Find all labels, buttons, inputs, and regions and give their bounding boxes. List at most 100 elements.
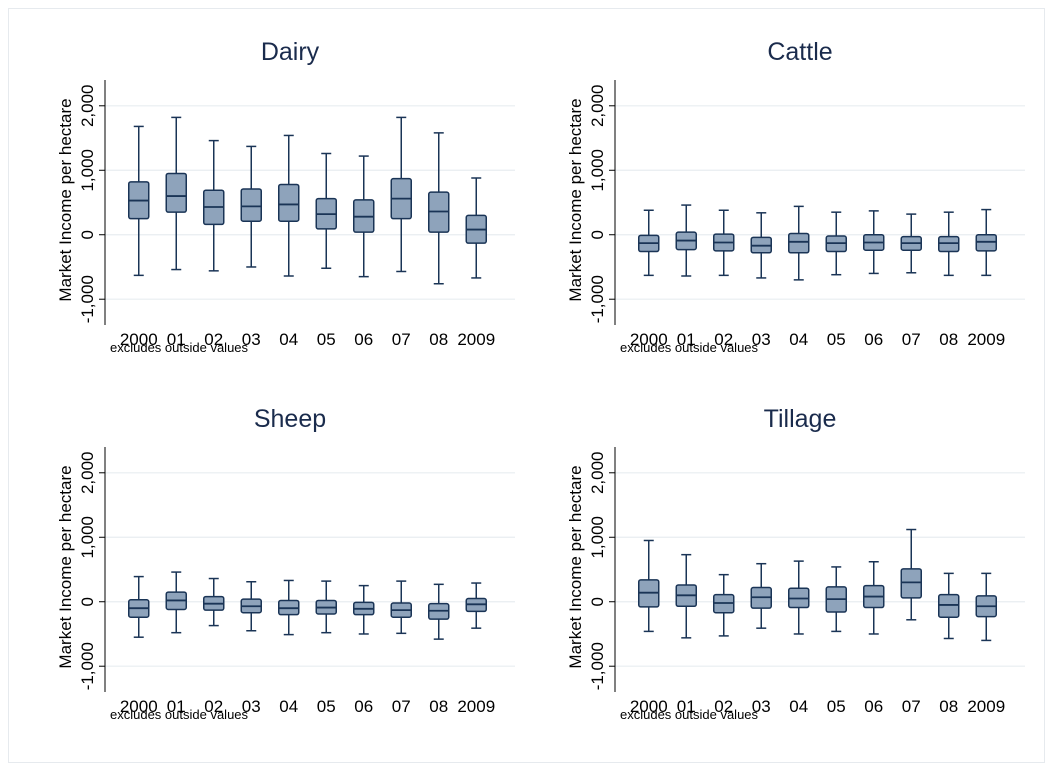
box-08: [938, 211, 960, 277]
box-04: [788, 205, 810, 281]
panel-tillage: Tillage Market Income per hectare -1,000…: [510, 367, 1025, 737]
y-tick-label: 1,000: [78, 516, 97, 559]
box-01: [675, 204, 697, 277]
chart-title: Sheep: [253, 405, 327, 433]
box-08: [428, 583, 450, 640]
x-tick-label: 04: [789, 697, 808, 716]
box-plot-cattle: -1,000 0 1,000 2,000 2000 01 02 03 04 05 06 07 08 200…: [588, 80, 1025, 349]
x-tick-label: 08: [939, 697, 958, 716]
box-06: [353, 155, 375, 278]
box-04: [278, 579, 300, 636]
box-2009: [975, 572, 997, 642]
chart-title: Cattle: [767, 38, 833, 66]
x-tick-label: 05: [317, 330, 336, 349]
box-2009: [975, 208, 997, 277]
box-06: [353, 584, 375, 635]
y-tick-label: 1,000: [78, 149, 97, 192]
x-tick-label: 05: [827, 697, 846, 716]
x-tick-label: 2000: [120, 697, 158, 716]
box-06: [863, 210, 885, 275]
x-tick-label: 2009: [967, 330, 1005, 349]
box-03: [240, 145, 262, 268]
x-tick-label: 08: [939, 330, 958, 349]
box-2000: [128, 125, 150, 277]
x-tick-label: 01: [677, 330, 696, 349]
panel-sheep: Sheep Market Income per hectare -1,000 0 1…: [0, 367, 515, 737]
x-tick-label: 2000: [120, 330, 158, 349]
x-tick-label: 04: [789, 330, 808, 349]
box-2000: [128, 575, 150, 638]
y-tick-label: 0: [588, 597, 607, 606]
y-tick-label: 2,000: [78, 85, 97, 128]
box-2009: [465, 582, 487, 629]
iqr-box: [788, 232, 810, 254]
x-tick-label: 03: [752, 697, 771, 716]
box-plot-dairy: -1,000 0 1,000 2,000 2000 01 02 03 04 05 06 07 08 200…: [78, 80, 515, 349]
box-02: [203, 139, 225, 272]
chart-title: Tillage: [763, 405, 837, 433]
x-tick-label: 02: [204, 330, 223, 349]
box-2000: [638, 209, 660, 277]
x-tick-label: 03: [242, 697, 261, 716]
x-tick-label: 02: [714, 697, 733, 716]
x-tick-label: 06: [354, 697, 373, 716]
iqr-box: [165, 172, 187, 213]
x-tick-label: 2009: [967, 697, 1005, 716]
y-tick-label: 2,000: [588, 452, 607, 495]
iqr-box: [938, 235, 960, 253]
y-tick-label: -1,000: [588, 275, 607, 323]
x-tick-label: 05: [317, 697, 336, 716]
box-2009: [465, 177, 487, 279]
x-tick-label: 08: [429, 697, 448, 716]
y-tick-label: -1,000: [78, 642, 97, 690]
x-tick-label: 06: [864, 330, 883, 349]
box-07: [390, 580, 412, 635]
box-07: [390, 116, 412, 273]
y-tick-label: 1,000: [588, 516, 607, 559]
x-tick-label: 02: [714, 330, 733, 349]
box-01: [675, 553, 697, 639]
x-tick-label: 01: [167, 697, 186, 716]
y-tick-label: -1,000: [78, 275, 97, 323]
y-tick-label: 0: [588, 230, 607, 239]
x-tick-label: 01: [677, 697, 696, 716]
y-tick-label: 2,000: [588, 85, 607, 128]
note-excludes-outside: excludes outside values: [620, 340, 759, 355]
iqr-box: [240, 188, 262, 222]
x-tick-label: 07: [392, 697, 411, 716]
x-tick-label: 03: [242, 330, 261, 349]
x-tick-label: 08: [429, 330, 448, 349]
x-tick-label: 07: [902, 697, 921, 716]
note-excludes-outside: excludes outside values: [110, 340, 249, 355]
x-tick-label: 05: [827, 330, 846, 349]
y-tick-label: 2,000: [78, 452, 97, 495]
box-08: [938, 572, 960, 640]
panel-cattle: Cattle Market Income per hectare -1,000 0…: [510, 0, 1025, 370]
box-05: [315, 152, 337, 270]
box-01: [165, 571, 187, 634]
x-tick-label: 03: [752, 330, 771, 349]
box-05: [825, 566, 847, 633]
box-08: [428, 132, 450, 285]
box-03: [750, 562, 772, 629]
y-tick-label: 0: [78, 597, 97, 606]
box-07: [900, 528, 922, 621]
box-02: [713, 573, 735, 637]
x-tick-label: 06: [354, 330, 373, 349]
x-tick-label: 2009: [457, 697, 495, 716]
box-04: [788, 560, 810, 635]
box-04: [278, 134, 300, 277]
x-tick-label: 07: [392, 330, 411, 349]
box-plot-sheep: -1,000 0 1,000 2,000 2000 01 02 03 04 05 06 07 08 200…: [78, 447, 515, 716]
box-05: [315, 580, 337, 634]
x-tick-label: 04: [279, 697, 298, 716]
panel-dairy: Dairy Market Income per hectare -1,000 0 1…: [0, 0, 515, 370]
iqr-box: [975, 233, 997, 252]
box-06: [863, 561, 885, 635]
x-tick-label: 06: [864, 697, 883, 716]
y-tick-label: 0: [78, 230, 97, 239]
x-tick-label: 2000: [630, 330, 668, 349]
x-tick-label: 02: [204, 697, 223, 716]
x-tick-label: 04: [279, 330, 298, 349]
x-tick-label: 07: [902, 330, 921, 349]
